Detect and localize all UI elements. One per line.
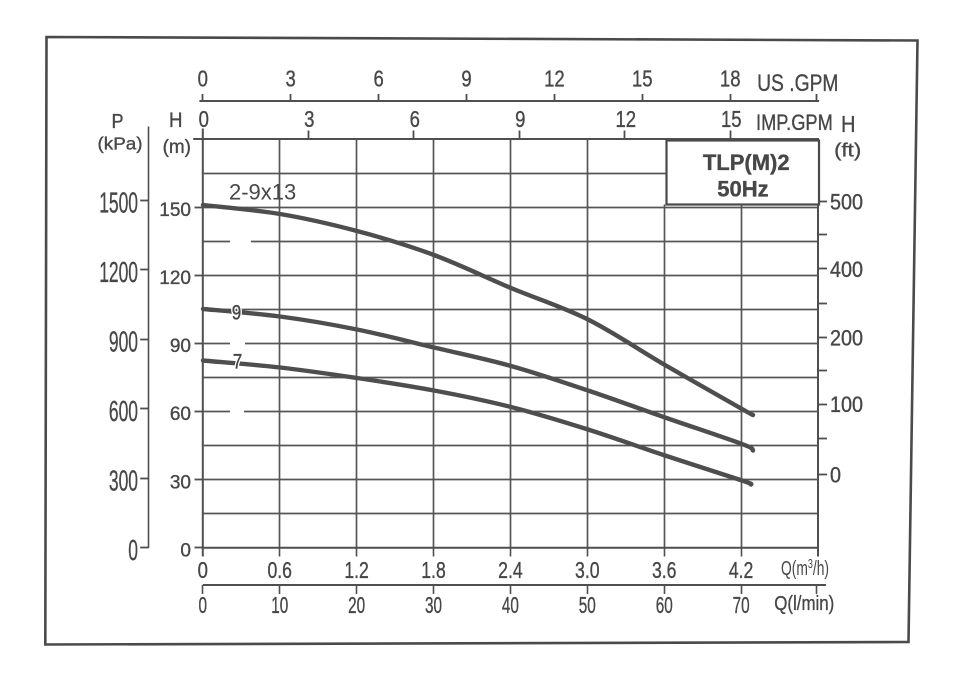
svg-text:0: 0 (199, 592, 208, 618)
svg-text:1200: 1200 (99, 257, 138, 289)
svg-text:70: 70 (733, 592, 750, 618)
svg-text:60: 60 (656, 592, 673, 618)
svg-text:200: 200 (830, 326, 863, 351)
svg-text:1500: 1500 (99, 188, 138, 220)
svg-text:P: P (112, 111, 124, 133)
svg-text:2.4: 2.4 (498, 557, 523, 583)
svg-text:600: 600 (109, 396, 138, 428)
svg-text:H: H (841, 111, 856, 137)
svg-text:15: 15 (632, 65, 653, 91)
svg-text:0: 0 (128, 535, 138, 567)
svg-text:0: 0 (199, 106, 209, 132)
svg-text:15: 15 (721, 106, 742, 132)
svg-text:50Hz: 50Hz (717, 176, 768, 201)
svg-text:9: 9 (515, 106, 525, 132)
svg-text:0: 0 (180, 541, 191, 562)
svg-text:H: H (169, 109, 183, 132)
svg-text:500: 500 (830, 190, 863, 215)
svg-text:1.2: 1.2 (344, 557, 369, 583)
svg-text:3.6: 3.6 (652, 557, 677, 583)
svg-text:(m): (m) (163, 136, 191, 158)
svg-text:30: 30 (425, 592, 442, 618)
svg-text:3: 3 (286, 65, 296, 91)
svg-text:US .GPM: US .GPM (757, 70, 838, 97)
svg-text:900: 900 (109, 327, 138, 359)
svg-text:6: 6 (373, 65, 383, 91)
svg-text:7: 7 (233, 351, 243, 374)
svg-text:50: 50 (579, 592, 596, 618)
svg-text:TLP(M)2: TLP(M)2 (703, 150, 790, 175)
svg-text:40: 40 (502, 592, 519, 618)
svg-text:2-9x13: 2-9x13 (229, 180, 296, 205)
svg-text:120: 120 (159, 268, 191, 289)
svg-text:9: 9 (232, 302, 242, 325)
svg-text:12: 12 (544, 65, 565, 91)
svg-text:Q(l/min): Q(l/min) (774, 593, 834, 615)
svg-text:9: 9 (232, 302, 242, 325)
svg-text:0: 0 (198, 557, 208, 583)
svg-text:4.2: 4.2 (729, 557, 754, 583)
svg-text:10: 10 (271, 592, 288, 618)
svg-text:100: 100 (830, 392, 863, 417)
svg-text:90: 90 (170, 336, 191, 357)
svg-text:0.6: 0.6 (267, 557, 292, 583)
svg-text:(kPa): (kPa) (98, 134, 143, 154)
svg-text:IMP.GPM: IMP.GPM (756, 110, 833, 135)
svg-text:(ft): (ft) (834, 140, 861, 161)
svg-text:18: 18 (720, 65, 741, 91)
svg-text:3: 3 (304, 106, 314, 132)
svg-text:0: 0 (830, 463, 841, 488)
svg-text:Q(m3/h): Q(m3/h) (781, 556, 829, 580)
svg-text:30: 30 (170, 472, 191, 493)
svg-text:400: 400 (830, 257, 863, 282)
svg-text:20: 20 (348, 592, 365, 618)
svg-text:60: 60 (170, 404, 191, 425)
svg-text:9: 9 (461, 65, 471, 91)
svg-text:150: 150 (159, 200, 191, 221)
svg-text:3.0: 3.0 (575, 557, 600, 583)
svg-text:300: 300 (109, 465, 138, 497)
svg-text:12: 12 (616, 106, 637, 132)
svg-text:0: 0 (198, 65, 208, 91)
svg-text:7: 7 (233, 351, 243, 374)
svg-text:6: 6 (410, 106, 420, 132)
svg-text:1.8: 1.8 (421, 557, 446, 583)
